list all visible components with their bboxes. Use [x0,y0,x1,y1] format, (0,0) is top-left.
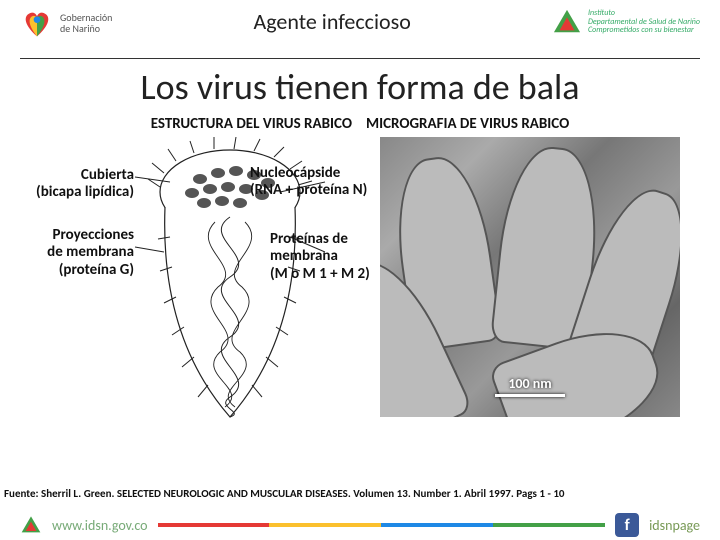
header: Gobernación de Nariño Agente infeccioso … [0,0,720,58]
scale-line [495,394,565,397]
logo-idsn: Instituto Departamental de Salud de Nari… [552,8,700,36]
logo-left-line2: de Nariño [60,23,112,34]
label-cubierta: Cubierta (bicapa lipídica) [4,167,134,202]
footer-fb-page: idsnpage [649,517,700,534]
label-cubierta-l1: Cubierta [4,167,134,184]
footer: www.idsn.gov.co f idsnpage [0,510,720,540]
micrograph-image: 100 nm [380,137,680,417]
content-area: Cubierta (bicapa lipídica) Proyecciones … [10,137,710,437]
scale-bar: 100 nm [495,375,565,397]
subtitle-micrografia: MICROGRAFIA DE VIRUS RABICO [366,115,569,133]
label-proyecciones-l3: (proteína G) [4,262,134,279]
header-divider [20,58,700,59]
label-proyecciones: Proyecciones de membrana (proteína G) [4,227,134,279]
page-title: Los virus tienen forma de bala [0,65,720,109]
label-proyecciones-l2: de membrana [4,244,134,261]
source-citation: Fuente: Sherril L. Green. SELECTED NEURO… [4,487,565,500]
subtitle-estructura: ESTRUCTURA DEL VIRUS RABICO [151,115,352,133]
logo-gobernacion: Gobernación de Nariño [20,8,112,38]
label-nucleo-l1: Nucleocápside [250,165,400,182]
label-nucleo-l2: (RNA + proteína N) [250,182,400,199]
label-cubierta-l2: (bicapa lipídica) [4,184,134,201]
footer-url: www.idsn.gov.co [52,517,148,534]
heart-icon [20,8,54,38]
section-title: Agente infeccioso [112,8,552,35]
triangle-icon [552,8,582,36]
subtitles-row: ESTRUCTURA DEL VIRUS RABICO MICROGRAFIA … [0,115,720,133]
label-proyecciones-l1: Proyecciones [4,227,134,244]
facebook-icon: f [615,513,639,537]
scale-label: 100 nm [495,375,565,392]
logo-right-line3: Comprometidos con su bienestar [588,26,700,35]
footer-color-line [158,523,606,527]
label-nucleocapside: Nucleocápside (RNA + proteína N) [250,165,400,200]
footer-triangle-icon [20,515,42,535]
